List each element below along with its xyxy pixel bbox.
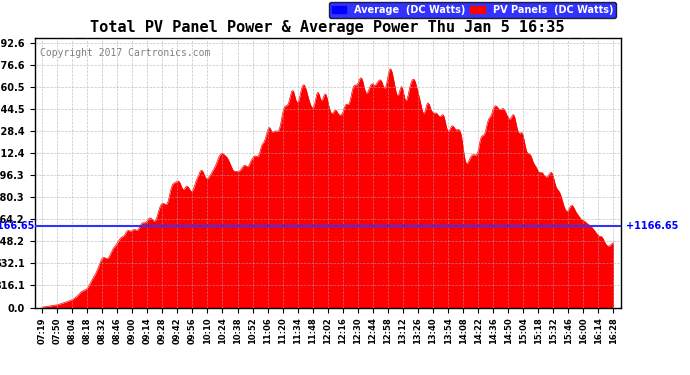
Text: Copyright 2017 Cartronics.com: Copyright 2017 Cartronics.com (40, 48, 210, 58)
Text: +1166.65: +1166.65 (0, 221, 34, 231)
Legend: Average  (DC Watts), PV Panels  (DC Watts): Average (DC Watts), PV Panels (DC Watts) (329, 2, 616, 18)
Text: +1166.65: +1166.65 (626, 221, 678, 231)
Title: Total PV Panel Power & Average Power Thu Jan 5 16:35: Total PV Panel Power & Average Power Thu… (90, 20, 565, 35)
